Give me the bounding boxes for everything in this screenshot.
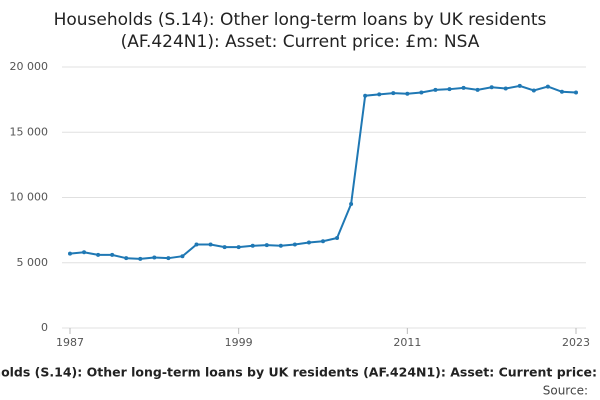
point xyxy=(138,256,143,261)
point xyxy=(96,252,101,257)
point xyxy=(321,239,325,244)
point xyxy=(110,252,115,257)
point xyxy=(82,250,87,255)
point xyxy=(250,243,255,248)
point xyxy=(545,84,550,89)
point xyxy=(447,87,452,92)
point xyxy=(574,90,578,95)
point xyxy=(503,86,508,91)
chart-title: Households (S.14): Other long-term loans… xyxy=(54,10,547,30)
point xyxy=(489,85,494,90)
point xyxy=(419,90,424,95)
x-tick-label: 1987 xyxy=(56,336,84,349)
point xyxy=(475,87,480,92)
y-tick-label: 20 000 xyxy=(10,60,49,73)
caption: eholds (S.14): Other long-term loans by … xyxy=(0,365,597,380)
point xyxy=(68,251,72,256)
source: Source: xyxy=(543,384,588,398)
point xyxy=(208,242,213,247)
point xyxy=(391,91,396,96)
y-tick-label: 15 000 xyxy=(10,125,49,138)
point xyxy=(180,254,185,259)
x-tick-label: 2023 xyxy=(562,336,590,349)
line xyxy=(69,84,577,260)
x-tick-label: 2011 xyxy=(393,336,421,349)
point xyxy=(124,256,129,261)
point xyxy=(306,240,311,245)
point xyxy=(292,242,297,247)
point xyxy=(559,89,564,94)
point xyxy=(433,87,438,92)
x-tick-label: 1999 xyxy=(225,336,253,349)
point xyxy=(377,92,382,97)
point xyxy=(517,83,522,88)
point xyxy=(405,91,410,96)
chart-title: (AF.424N1): Asset: Current price: £m: NS… xyxy=(121,32,480,52)
point xyxy=(264,243,269,248)
point xyxy=(152,255,157,260)
point xyxy=(349,202,354,207)
point xyxy=(222,245,227,250)
point xyxy=(278,243,283,248)
point xyxy=(335,235,340,240)
point xyxy=(194,242,199,247)
y-tick-label: 5 000 xyxy=(17,256,49,269)
point xyxy=(461,85,466,90)
y-tick-label: 10 000 xyxy=(10,191,49,204)
point xyxy=(236,245,241,250)
point xyxy=(166,256,171,261)
point xyxy=(531,88,536,93)
y-tick-label: 0 xyxy=(41,321,48,334)
point xyxy=(363,93,368,98)
